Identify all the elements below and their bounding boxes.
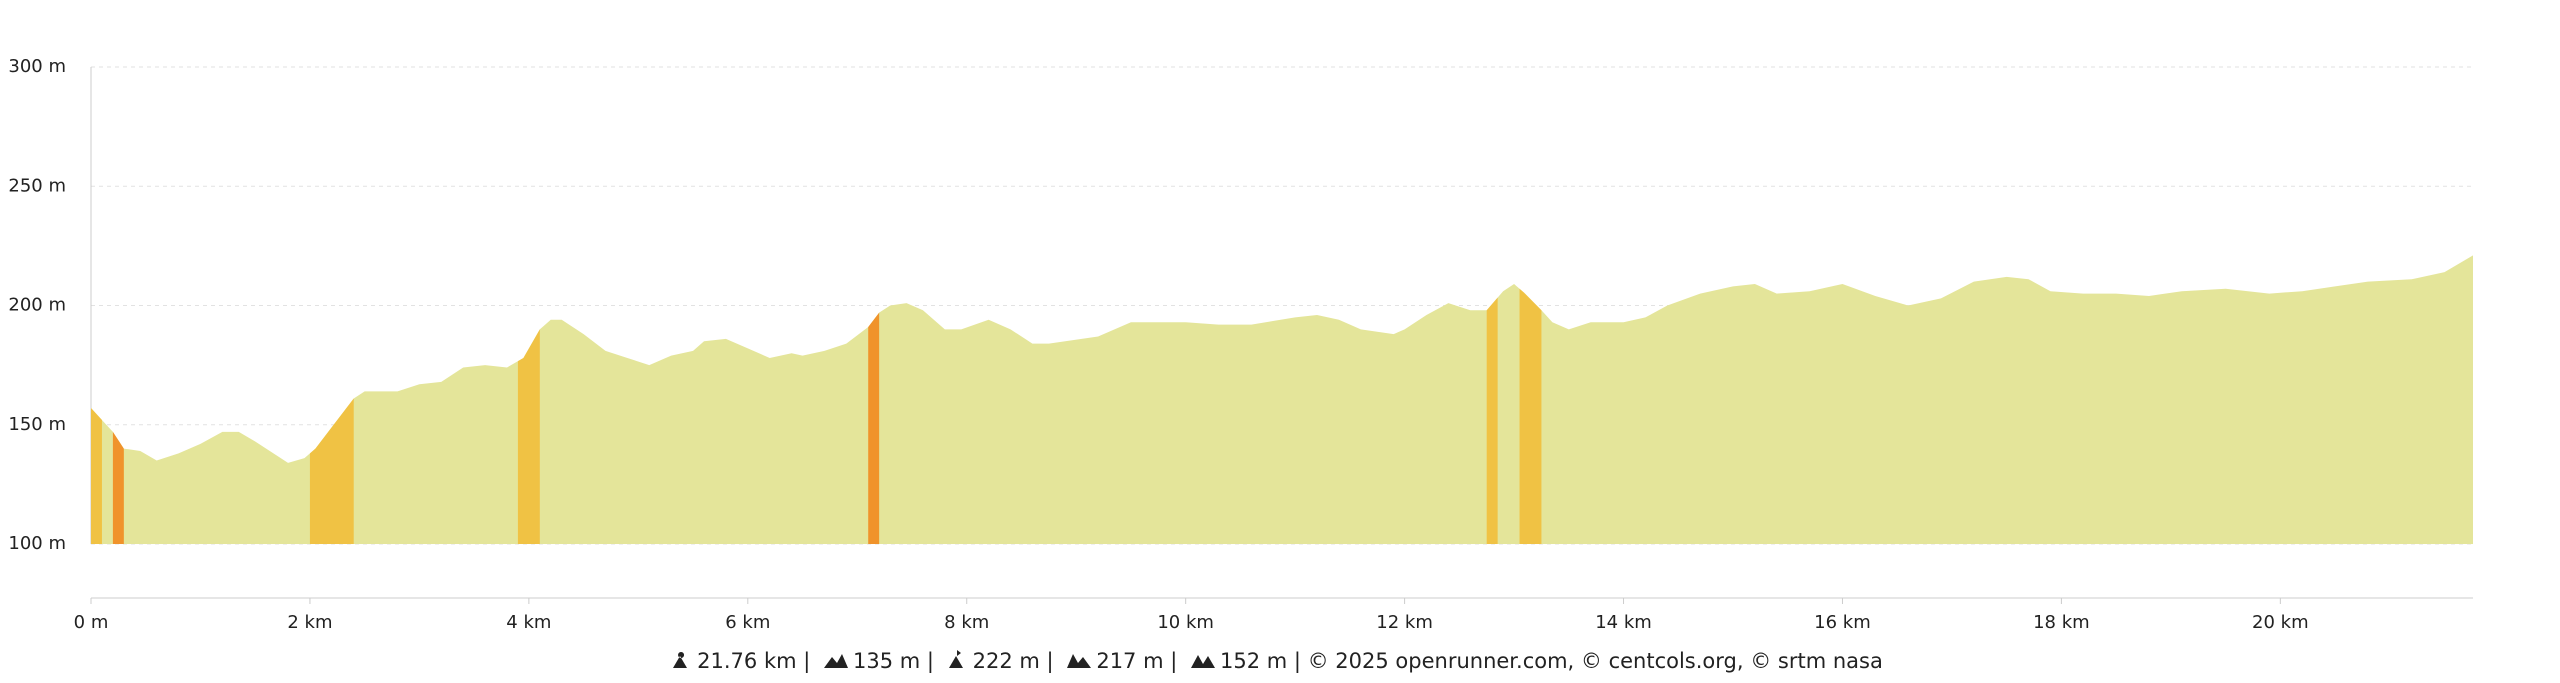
footer-min: 152 m | © 2025 openrunner.com, © centcol… <box>1219 649 1883 673</box>
x-tick-label: 12 km <box>1376 612 1433 633</box>
icon-climb <box>824 654 849 668</box>
chart: 100 m 150 m 200 m 250 m 300 m 0 m 2 km 4 km 6 km… <box>8 56 2473 633</box>
x-tick-label: 0 m <box>74 612 109 633</box>
slope-band <box>1519 255 1542 544</box>
y-tick-label: 200 m <box>8 295 66 316</box>
x-tick-label: 2 km <box>287 612 332 633</box>
slope-band <box>1486 255 1498 544</box>
x-tick-label: 20 km <box>2252 612 2309 633</box>
icon-min <box>1190 655 1215 668</box>
slope-band <box>868 255 880 544</box>
x-tick-label: 16 km <box>1814 612 1871 633</box>
y-tick-label: 250 m <box>8 175 66 196</box>
footer-climb: 135 m | <box>853 649 934 673</box>
footer-distance: 21.76 km | <box>697 649 811 673</box>
x-tick-label: 18 km <box>2033 612 2090 633</box>
footer-max: 222 m | <box>972 649 1054 673</box>
slope-band <box>517 255 540 544</box>
icon-max <box>948 650 963 668</box>
x-tick-label: 6 km <box>725 612 770 633</box>
y-tick-label: 150 m <box>8 414 66 435</box>
x-tick-label: 4 km <box>506 612 551 633</box>
x-tick-label: 10 km <box>1157 612 1214 633</box>
y-tick-label: 300 m <box>8 56 66 77</box>
footer-descent: 217 m | <box>1096 649 1178 673</box>
x-tick-label: 8 km <box>944 612 989 633</box>
icon-distance <box>673 652 688 668</box>
elevation-area <box>91 255 2473 545</box>
icon-descent <box>1067 654 1092 668</box>
x-tick-label: 14 km <box>1595 612 1652 633</box>
y-tick-label: 100 m <box>8 533 66 554</box>
footer: 21.76 km | 135 m | 222 m | 217 m | 152 m… <box>0 648 2560 673</box>
